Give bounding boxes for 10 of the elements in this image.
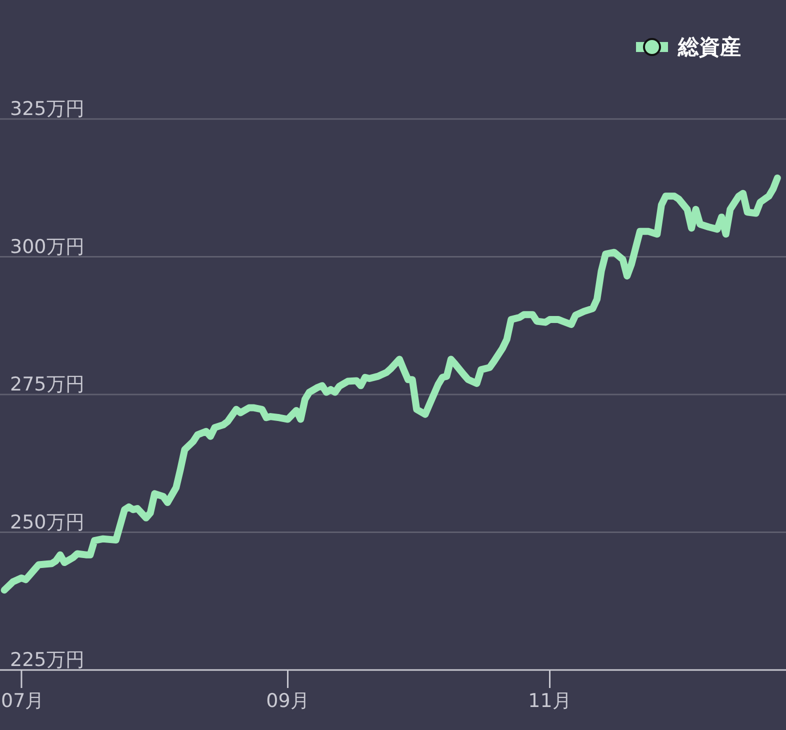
x-tick-label: 07月 [1, 690, 44, 712]
x-tick-label: 09月 [266, 690, 310, 712]
legend: 総資産 [636, 35, 741, 59]
y-tick-label: 325万円 [10, 98, 84, 120]
x-tick-label: 11月 [528, 690, 572, 712]
y-tick-label: 275万円 [10, 374, 84, 396]
y-tick-label: 250万円 [10, 511, 84, 534]
legend-label: 総資産 [677, 35, 741, 59]
y-tick-label: 225万円 [10, 649, 84, 671]
y-tick-label: 300万円 [10, 236, 84, 258]
